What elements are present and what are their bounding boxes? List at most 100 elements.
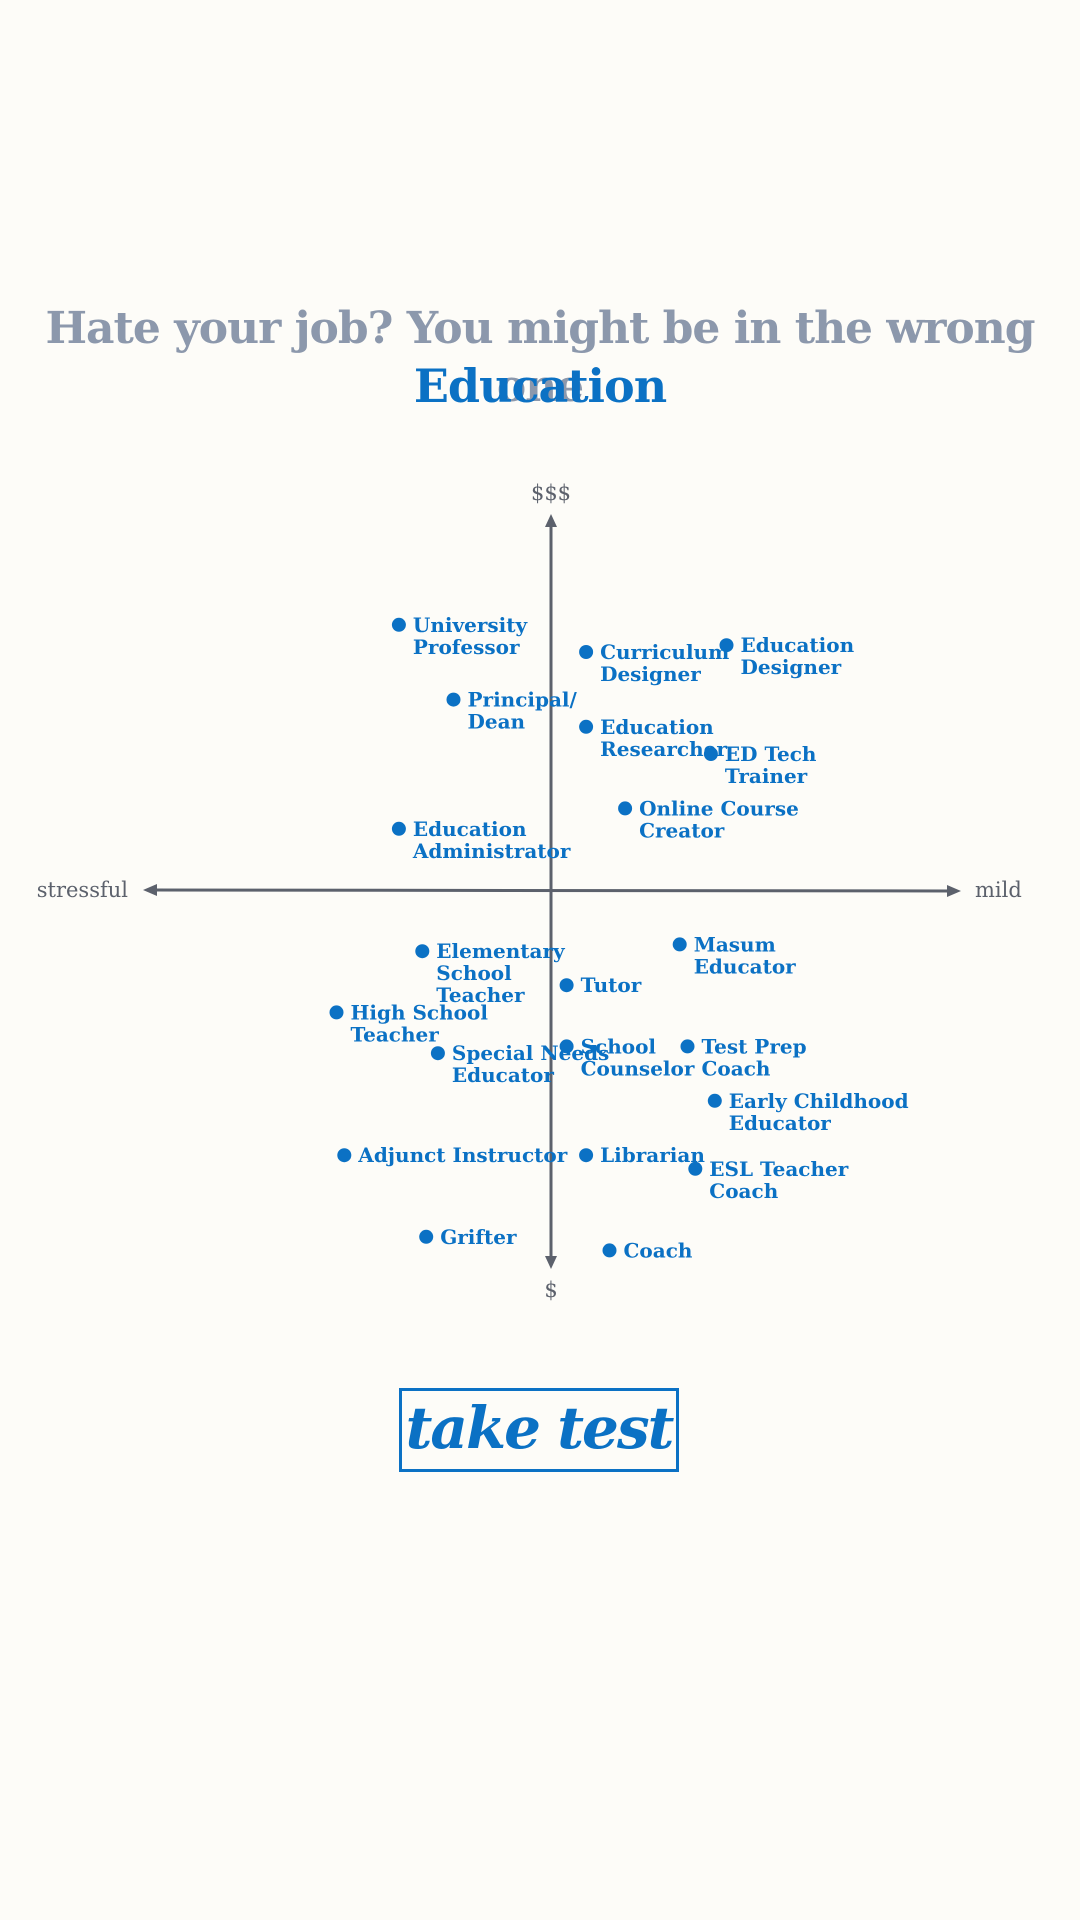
job-point-esl-teacher-coach: ESL Teacher Coach — [688, 1157, 849, 1203]
job-label: Adjunct Instructor — [357, 1143, 567, 1167]
job-label-line: Creator — [639, 818, 725, 842]
x-axis-line — [149, 888, 955, 893]
job-point-principal-dean: Principal/Dean — [446, 688, 578, 734]
headline: Hate your job? You might be in the wrong… — [45, 303, 1035, 412]
job-label-line: Education — [741, 633, 855, 657]
job-label: High School Teacher — [351, 1000, 489, 1046]
job-label: ED Tech Trainer — [725, 742, 817, 788]
job-point-education-designer: Education Designer — [719, 633, 855, 679]
job-dot — [391, 617, 406, 632]
job-dot — [680, 1039, 695, 1054]
job-dot — [602, 1243, 617, 1258]
job-dot — [559, 1039, 574, 1054]
quadrant-chart: $$$ $ stressful mild University Professor… — [37, 481, 1022, 1302]
job-label-line: Special Needs — [452, 1041, 609, 1065]
job-label-line: ESL Teacher — [709, 1157, 848, 1181]
job-label-line: Administrator — [412, 839, 571, 863]
job-dot — [707, 1093, 722, 1108]
job-label-line: Designer — [600, 662, 701, 686]
job-label-line: Test Prep — [702, 1034, 807, 1058]
job-label-line: Elementary — [436, 939, 566, 963]
job-label-line: Grifter — [440, 1225, 517, 1249]
job-dot — [329, 1005, 344, 1020]
job-label-line: Curriculum — [600, 640, 729, 664]
job-label-line: Tutor — [581, 973, 642, 997]
job-points: University Professor Principal/Dean Educati… — [329, 613, 909, 1262]
job-dot — [415, 944, 430, 959]
job-label-line: Professor — [413, 635, 520, 659]
job-label-line: School — [436, 961, 512, 985]
job-label: Grifter — [440, 1225, 517, 1249]
job-dot — [688, 1161, 703, 1176]
job-point-grifter: Grifter — [419, 1225, 517, 1249]
job-dot — [419, 1229, 434, 1244]
job-label-line: Educator — [694, 954, 796, 978]
y-axis-top-label: $$$ — [531, 481, 571, 505]
x-axis-right-label: mild — [975, 878, 1022, 902]
job-dot — [618, 801, 633, 816]
job-dot — [391, 821, 406, 836]
job-label: Online Course Creator — [639, 796, 799, 842]
job-dot — [579, 719, 594, 734]
job-label-line: School — [581, 1034, 657, 1058]
y-axis-bottom-label: $ — [544, 1278, 557, 1302]
job-label: Tutor — [581, 973, 642, 997]
category-title: Education — [413, 359, 667, 413]
job-label: Librarian — [600, 1143, 705, 1167]
job-label-line: Teacher — [351, 1022, 440, 1046]
job-dot — [430, 1046, 445, 1061]
job-label-line: Education — [413, 817, 527, 841]
job-label-line: ED Tech — [725, 742, 817, 766]
job-label: Early Childhood Educator — [729, 1089, 909, 1135]
job-point-early-childhood-educator: Early Childhood Educator — [707, 1089, 909, 1135]
job-point-coach: Coach — [602, 1238, 693, 1262]
job-label-line: Educator — [729, 1111, 831, 1135]
y-axis-arrow-top — [545, 514, 557, 527]
job-label-line: Early Childhood — [729, 1089, 909, 1113]
job-label-line: Coach — [624, 1238, 693, 1262]
x-axis-arrow-left — [143, 884, 157, 896]
job-label: Curriculum Designer — [600, 640, 729, 686]
job-point-ed-tech-trainer: ED Tech Trainer — [703, 742, 817, 788]
y-axis-arrow-bottom — [545, 1256, 557, 1269]
job-label-line: Online Course — [639, 796, 799, 820]
job-point-tutor: Tutor — [559, 973, 642, 997]
job-label-line: Trainer — [725, 764, 808, 788]
job-label: Principal/Dean — [468, 688, 578, 734]
job-label: Education Researcher — [600, 715, 727, 761]
job-label: Coach — [624, 1238, 693, 1262]
job-point-school-counselor: School Counselor — [559, 1034, 695, 1080]
job-label-line: Librarian — [600, 1143, 705, 1167]
job-dot — [559, 978, 574, 993]
job-point-curriculum-designer: Curriculum Designer — [579, 640, 729, 686]
job-point-test-prep-coach: Test Prep Coach — [680, 1034, 807, 1080]
job-dot — [579, 1148, 594, 1163]
job-dot — [446, 692, 461, 707]
job-label-line: Masum — [694, 932, 776, 956]
job-dot — [703, 747, 718, 761]
job-label-line: Teacher — [436, 983, 525, 1007]
job-label: Test Prep Coach — [702, 1034, 807, 1080]
job-point-online-course-creator: Online Course Creator — [618, 796, 799, 842]
take-test-label: take test — [405, 1394, 675, 1462]
job-label-line: University — [413, 613, 529, 637]
job-label: School Counselor — [581, 1034, 695, 1080]
job-label-line: High School — [351, 1000, 489, 1024]
job-label-line: Coach — [709, 1179, 778, 1203]
take-test-button[interactable]: take test — [399, 1388, 679, 1472]
job-dot — [719, 638, 734, 653]
job-point-elementary-school-teacher: Elementary School Teacher — [415, 939, 566, 1007]
job-label: Education Administrator — [412, 817, 571, 863]
job-label-line: Education — [600, 715, 714, 739]
job-dot — [579, 645, 594, 659]
job-label: Masum Educator — [694, 932, 796, 978]
job-point-special-needs-educator: Special Needs Educator — [430, 1041, 609, 1087]
job-label-line: Principal/ — [468, 688, 578, 712]
job-label: Special Needs Educator — [452, 1041, 609, 1087]
job-label-line: Educator — [452, 1063, 554, 1087]
job-point-education-administrator: Education Administrator — [391, 817, 571, 863]
job-label-line: Dean — [468, 710, 526, 734]
job-label-line: Coach — [702, 1056, 771, 1080]
job-point-high-school-teacher: High School Teacher — [329, 1000, 489, 1046]
x-axis-left-label: stressful — [37, 878, 129, 902]
